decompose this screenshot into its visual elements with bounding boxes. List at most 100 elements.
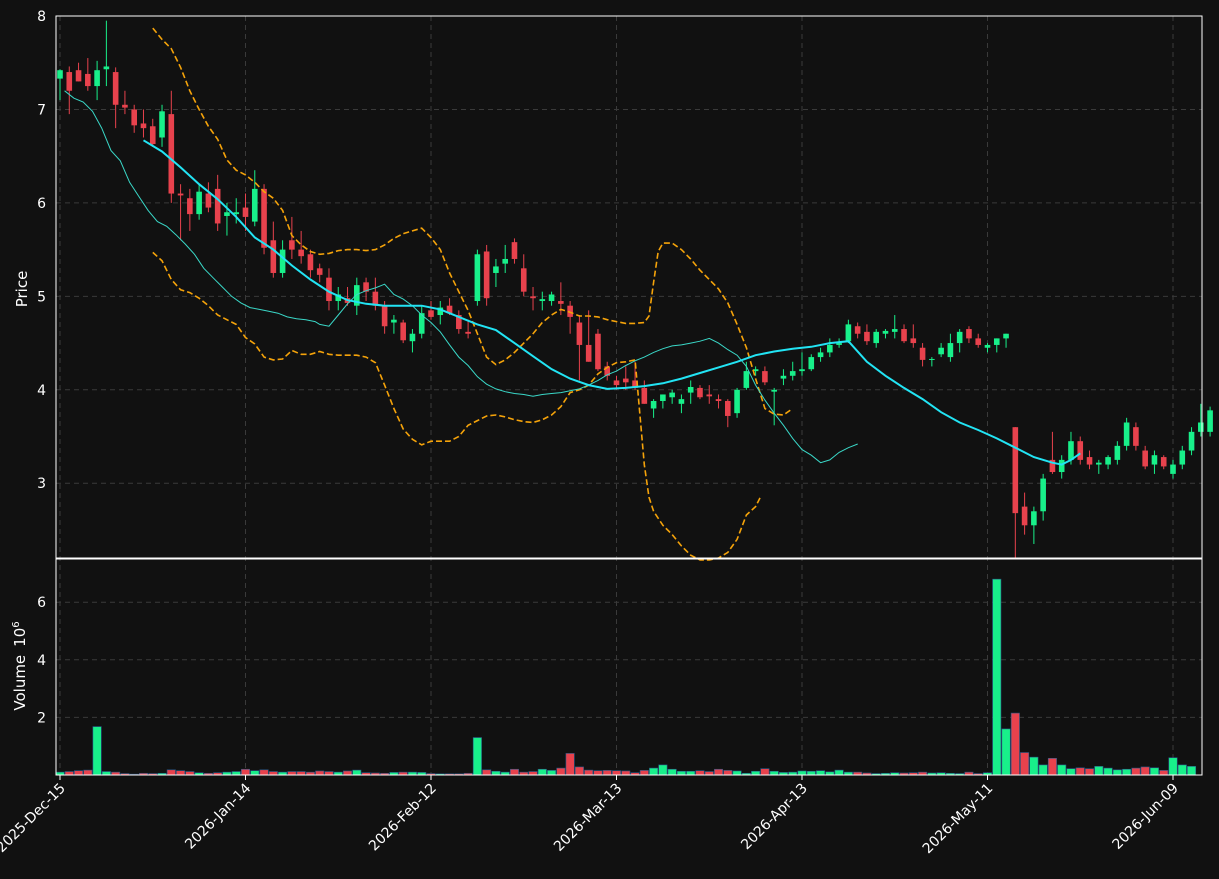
volume-bar: [695, 770, 705, 776]
volume-bar: [185, 771, 195, 776]
candle-body: [168, 114, 175, 194]
candle-body: [140, 123, 147, 129]
candle-body: [381, 305, 388, 327]
candle-body: [966, 329, 972, 339]
candle-body: [456, 315, 462, 330]
candle-body: [548, 294, 555, 302]
volume-bar: [760, 768, 770, 776]
y-tick-labels: 3 4 5 6 7 8 2 4 6: [37, 9, 46, 726]
slow-ma-line: [142, 139, 1081, 466]
candle-body: [1160, 457, 1167, 467]
candle-body: [1142, 450, 1148, 467]
volume-bar: [1140, 766, 1150, 776]
volume-bar: [556, 767, 566, 776]
volume-bar: [611, 770, 621, 776]
volume-bar: [621, 770, 631, 776]
candle-body: [734, 389, 740, 414]
candle-body: [956, 331, 963, 344]
candle-body: [1058, 459, 1065, 473]
candle-body: [196, 191, 202, 215]
candle-body: [1133, 427, 1139, 446]
candle-body: [409, 333, 416, 342]
lower-band-line: [152, 251, 762, 561]
volume-bar: [547, 770, 557, 776]
volume-axis-label-text: Volume: [11, 655, 29, 711]
candle-body: [270, 240, 277, 273]
candle-body: [261, 188, 267, 248]
candle-body: [984, 344, 991, 348]
volume-bar: [250, 770, 260, 776]
candle-body: [595, 333, 601, 370]
volume-bar: [658, 764, 668, 776]
candle-body: [1105, 457, 1111, 465]
volume-bar: [64, 771, 74, 776]
candle-body: [678, 399, 685, 404]
candle-body: [799, 369, 805, 372]
volume-bar: [1038, 764, 1048, 776]
volume-bar: [723, 770, 733, 776]
volume-bar: [639, 770, 649, 776]
candle-body: [502, 258, 508, 264]
candle-body: [1040, 478, 1046, 512]
candle-body: [400, 322, 406, 341]
volume-bar: [686, 770, 696, 776]
candle-body: [112, 72, 119, 105]
price-tick-label: 6: [37, 196, 46, 212]
candle-body: [1086, 457, 1093, 465]
volume-bar: [1131, 767, 1141, 776]
volume-bar: [296, 771, 306, 776]
volume-bar: [343, 770, 353, 776]
candle-body: [725, 401, 731, 416]
fast-ma-line: [64, 90, 858, 464]
volume-bar: [667, 768, 677, 776]
volume-bar: [649, 767, 659, 776]
volume-bar: [324, 771, 334, 776]
candle-body: [474, 254, 481, 302]
candle-body: [827, 344, 833, 353]
candle-body: [706, 394, 713, 397]
volume-bar: [574, 766, 584, 776]
volume-bar: [602, 770, 612, 776]
volume-bar: [992, 578, 1002, 776]
candle-body: [762, 371, 768, 383]
candle-body: [85, 73, 91, 87]
volume-bar: [797, 770, 807, 776]
volume-bar: [101, 771, 111, 776]
candle-body: [1207, 410, 1213, 432]
volume-bar: [1122, 768, 1132, 776]
price-tick-label: 7: [37, 102, 46, 118]
candle-body: [354, 285, 360, 306]
volume-bar: [584, 769, 594, 776]
candle-body: [901, 329, 907, 342]
volume-bar: [241, 768, 251, 776]
candle-body: [94, 70, 100, 87]
candle-body: [771, 389, 777, 392]
volume-tick-label: 6: [37, 595, 46, 611]
volume-bar: [593, 770, 603, 776]
volume-bar: [1057, 764, 1067, 776]
candles: [57, 20, 1213, 558]
candle-body: [224, 212, 230, 216]
volume-bar: [1094, 766, 1104, 776]
candle-body: [613, 380, 620, 386]
candle-body: [836, 343, 842, 345]
volume-axis-exponent: 6: [11, 621, 22, 627]
candle-body: [558, 301, 564, 304]
candle-body: [187, 198, 193, 215]
candle-body: [808, 357, 815, 370]
volume-bar: [259, 769, 269, 776]
candle-body: [1170, 464, 1176, 474]
volume-axis-scale: 10: [11, 628, 29, 647]
volume-panel-frame: [55, 558, 1203, 776]
grid-lines: [56, 16, 1202, 775]
volume-bar: [834, 769, 844, 776]
candle-body: [177, 193, 184, 196]
candle-body: [650, 401, 657, 409]
volume-bar: [1177, 764, 1187, 776]
candle-body: [660, 394, 666, 402]
candle-body: [585, 344, 592, 362]
candle-body: [1012, 427, 1019, 514]
volume-bar: [806, 770, 816, 776]
candle-body: [149, 126, 156, 145]
